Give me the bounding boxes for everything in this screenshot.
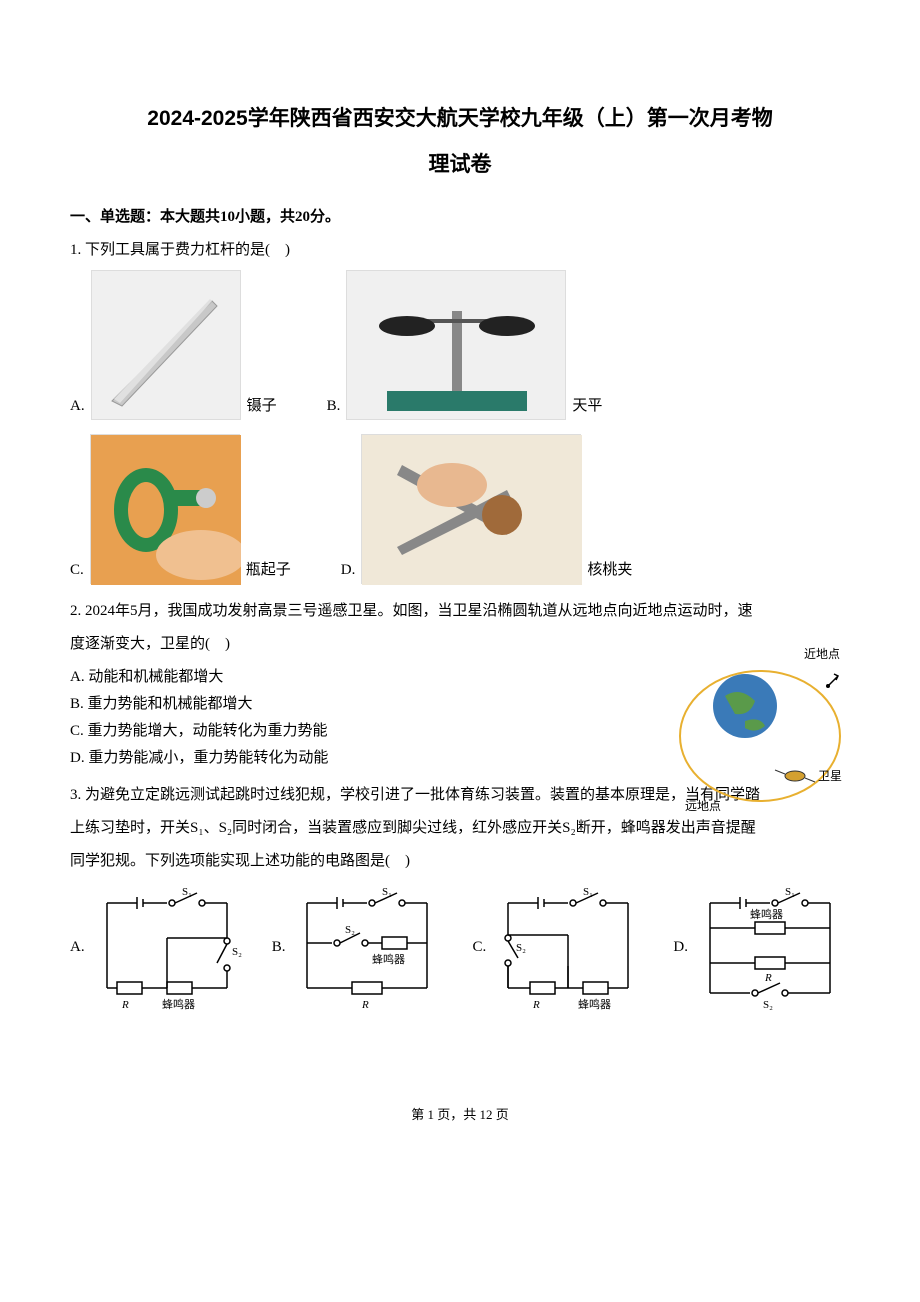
svg-text:R: R <box>361 999 369 1011</box>
q3-circuit-d: S₁ 蜂鸣器 R S₂ <box>690 883 850 1013</box>
q3-c-prefix: C. <box>473 934 487 961</box>
q1-a-prefix: A. <box>70 393 85 420</box>
question-1: 1. 下列工具属于费力杠杆的是( ) A. 镊子 B. <box>70 237 850 584</box>
svg-text:S₁: S₁ <box>583 886 593 898</box>
svg-text:S₂: S₂ <box>763 999 773 1011</box>
svg-text:R: R <box>764 972 772 984</box>
q3-text-line2: 上练习垫时，开关S₁、S₂同时闭合，当装置感应到脚尖过线，红外感应开关S₂断开，… <box>70 815 850 842</box>
q1-a-label: 镊子 <box>247 393 277 420</box>
q1-b-prefix: B. <box>327 393 341 420</box>
q1-c-image-opener <box>90 434 240 584</box>
section-heading: 一、单选题：本大题共10小题，共20分。 <box>70 204 850 231</box>
svg-text:S₂: S₂ <box>232 946 242 958</box>
q3-b-prefix: B. <box>272 934 286 961</box>
svg-text:S₁: S₁ <box>785 886 795 898</box>
svg-text:蜂鸣器: 蜂鸣器 <box>162 997 195 1011</box>
q3-option-b: B. S₁ S₂ 蜂鸣器 R <box>272 883 448 1013</box>
q1-d-label: 核桃夹 <box>587 557 632 584</box>
q3-option-d: D. S₁ 蜂鸣器 R S₂ <box>673 883 850 1013</box>
q1-option-d: D. 核桃夹 <box>341 434 633 584</box>
q1-c-label: 瓶起子 <box>246 557 291 584</box>
q1-option-b: B. 天平 <box>327 270 603 420</box>
q3-a-prefix: A. <box>70 934 85 961</box>
page-footer: 第 1 页，共 12 页 <box>70 1103 850 1126</box>
q3-circuit-a: S₁ S₂ 蜂鸣器 R <box>87 883 247 1013</box>
q3-option-c: C. S₁ S₂ R 蜂鸣器 <box>473 883 649 1013</box>
q2-label-sat: 卫星 <box>818 766 842 788</box>
q2-option-b: B. 重力势能和机械能都增大 <box>70 691 577 718</box>
q1-row-2: C. 瓶起子 D. <box>70 434 850 584</box>
svg-text:S₁: S₁ <box>182 886 192 898</box>
q2-option-c: C. 重力势能增大，动能转化为重力势能 <box>70 718 577 745</box>
svg-text:S₁: S₁ <box>382 886 392 898</box>
q2-label-far: 远地点 <box>685 796 721 818</box>
page-title-line2: 理试卷 <box>70 146 850 184</box>
q3-text-line3: 同学犯规。下列选项能实现上述功能的电路图是( ) <box>70 848 850 875</box>
q1-option-a: A. 镊子 <box>70 270 277 420</box>
q1-row-1: A. 镊子 B. 天平 <box>70 270 850 420</box>
question-3: 3. 为避免立定跳远测试起跳时过线犯规，学校引进了一批体育练习装置。装置的基本原… <box>70 782 850 1013</box>
q1-c-prefix: C. <box>70 557 84 584</box>
question-2: 2. 2024年5月，我国成功发射高景三号遥感卫星。如图，当卫星沿椭圆轨道从远地… <box>70 598 850 772</box>
q1-b-label: 天平 <box>572 393 602 420</box>
q2-option-a: A. 动能和机械能都增大 <box>70 664 577 691</box>
q3-option-a: A. S₁ S₂ 蜂鸣器 R <box>70 883 247 1013</box>
svg-text:蜂鸣器: 蜂鸣器 <box>578 997 611 1011</box>
svg-text:R: R <box>532 999 540 1011</box>
q1-d-image-nutcracker <box>361 434 581 584</box>
page-title-line1: 2024-2025学年陕西省西安交大航天学校九年级（上）第一次月考物 <box>70 100 850 138</box>
q2-label-near: 近地点 <box>804 644 840 666</box>
svg-text:S₂: S₂ <box>345 924 355 936</box>
q1-a-image-tweezers <box>91 270 241 420</box>
q2-orbit-diagram: 近地点 远地点 卫星 <box>670 646 850 816</box>
q3-circuit-b: S₁ S₂ 蜂鸣器 R <box>287 883 447 1013</box>
q3-circuit-c: S₁ S₂ R 蜂鸣器 <box>488 883 648 1013</box>
q1-b-image-balance <box>346 270 566 420</box>
q2-text-line1: 2. 2024年5月，我国成功发射高景三号遥感卫星。如图，当卫星沿椭圆轨道从远地… <box>70 598 850 625</box>
q1-text: 1. 下列工具属于费力杠杆的是( ) <box>70 237 850 264</box>
q3-circuit-row: A. S₁ S₂ 蜂鸣器 R B. S₁ <box>70 883 850 1013</box>
q1-d-prefix: D. <box>341 557 356 584</box>
q1-option-c: C. 瓶起子 <box>70 434 291 584</box>
svg-text:S₂: S₂ <box>516 942 526 954</box>
svg-text:蜂鸣器: 蜂鸣器 <box>372 952 405 966</box>
svg-text:蜂鸣器: 蜂鸣器 <box>750 907 783 921</box>
q2-option-d: D. 重力势能减小，重力势能转化为动能 <box>70 745 577 772</box>
svg-text:R: R <box>121 999 129 1011</box>
q3-d-prefix: D. <box>673 934 688 961</box>
